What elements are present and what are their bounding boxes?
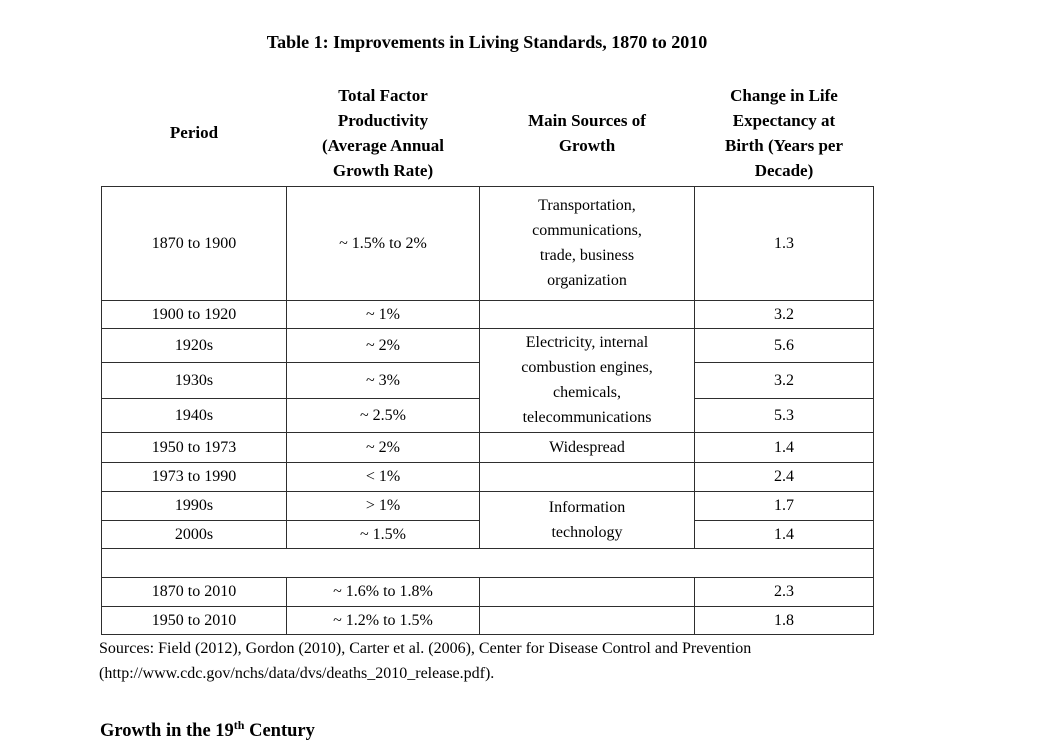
cell-tfp: ~ 2.5% bbox=[286, 397, 480, 433]
cell-spacer bbox=[101, 547, 874, 578]
table-header-row: Period Total Factor Productivity (Averag… bbox=[102, 80, 874, 186]
table-row: 1950 to 2010 ~ 1.2% to 1.5% 1.8 bbox=[101, 605, 874, 635]
cell-main-sources: Widespread bbox=[479, 431, 695, 463]
table-spacer-row bbox=[101, 547, 874, 578]
cell-main-sources-merged: Electricity, internal combustion engines… bbox=[479, 327, 695, 433]
cell-tfp: ~ 1.5% bbox=[286, 519, 480, 549]
cell-period: 1930s bbox=[101, 361, 287, 399]
table-row: 1990s > 1% Information technology 1.7 bbox=[101, 490, 874, 549]
cell-period: 1990s bbox=[101, 490, 287, 521]
cell-period: 1973 to 1990 bbox=[101, 461, 287, 492]
cell-period: 1900 to 1920 bbox=[101, 299, 287, 329]
cell-main-sources bbox=[479, 576, 695, 607]
table-row: 1870 to 2010 ~ 1.6% to 1.8% 2.3 bbox=[101, 576, 874, 607]
section-heading-text: Growth in the 19 bbox=[100, 721, 234, 740]
table-row: 1920s ~ 2% Electricity, internal combust… bbox=[101, 327, 874, 433]
cell-tfp: ~ 1% bbox=[286, 299, 480, 329]
cell-life-expectancy: 1.8 bbox=[694, 605, 874, 635]
column-header-period: Period bbox=[169, 123, 219, 143]
cell-tfp: ~ 2% bbox=[286, 327, 480, 363]
cell-life-expectancy: 1.7 bbox=[694, 490, 874, 521]
living-standards-table: Period Total Factor Productivity (Averag… bbox=[101, 80, 874, 635]
table-row: 1940s ~ 2.5% 5.3 bbox=[101, 397, 874, 433]
cell-main-sources bbox=[479, 299, 695, 329]
cell-life-expectancy: 1.3 bbox=[694, 185, 874, 301]
table-row: 1870 to 1900 ~ 1.5% to 2% Transportation… bbox=[101, 185, 874, 301]
cell-period: 2000s bbox=[101, 519, 287, 549]
table-row: 1973 to 1990 < 1% 2.4 bbox=[101, 461, 874, 492]
cell-tfp: ~ 1.6% to 1.8% bbox=[286, 576, 480, 607]
cell-main-sources bbox=[479, 605, 695, 635]
sources-note: Sources: Field (2012), Gordon (2010), Ca… bbox=[99, 640, 752, 682]
cell-tfp: > 1% bbox=[286, 490, 480, 521]
section-heading-text: Century bbox=[244, 721, 315, 740]
cell-life-expectancy: 5.6 bbox=[694, 327, 874, 363]
cell-main-sources bbox=[479, 461, 695, 492]
cell-tfp: ~ 1.5% to 2% bbox=[286, 185, 480, 301]
cell-period: 1950 to 2010 bbox=[101, 605, 287, 635]
cell-life-expectancy: 3.2 bbox=[694, 299, 874, 329]
table-row: 1900 to 1920 ~ 1% 3.2 bbox=[101, 299, 874, 329]
column-header-life-expectancy: Change in Life Expectancy at Birth (Year… bbox=[724, 85, 844, 180]
cell-life-expectancy: 1.4 bbox=[694, 519, 874, 549]
cell-period: 1950 to 1973 bbox=[101, 431, 287, 463]
cell-tfp: < 1% bbox=[286, 461, 480, 492]
column-header-main-sources: Main Sources of Growth bbox=[528, 110, 646, 155]
cell-life-expectancy: 5.3 bbox=[694, 397, 874, 433]
section-heading-cutoff: Growth in the 19th Century bbox=[100, 717, 315, 740]
cell-tfp: ~ 1.2% to 1.5% bbox=[286, 605, 480, 635]
cell-life-expectancy: 3.2 bbox=[694, 361, 874, 399]
table-row: 1930s ~ 3% 3.2 bbox=[101, 361, 874, 399]
column-header-tfp: Total Factor Productivity (Average Annua… bbox=[322, 85, 444, 180]
table-row: 1950 to 1973 ~ 2% Widespread 1.4 bbox=[101, 431, 874, 463]
cell-life-expectancy: 2.3 bbox=[694, 576, 874, 607]
cell-life-expectancy: 1.4 bbox=[694, 431, 874, 463]
cell-tfp: ~ 3% bbox=[286, 361, 480, 399]
table-row: 2000s ~ 1.5% 1.4 bbox=[101, 519, 874, 549]
cell-period: 1870 to 1900 bbox=[101, 185, 287, 301]
table-title: Table 1: Improvements in Living Standard… bbox=[266, 32, 708, 52]
cell-tfp: ~ 2% bbox=[286, 431, 480, 463]
cell-period: 1940s bbox=[101, 397, 287, 433]
section-heading-superscript: th bbox=[233, 717, 245, 732]
cell-period: 1870 to 2010 bbox=[101, 576, 287, 607]
cell-period: 1920s bbox=[101, 327, 287, 363]
cell-main-sources-merged: Information technology bbox=[479, 490, 695, 549]
cell-life-expectancy: 2.4 bbox=[694, 461, 874, 492]
cell-main-sources: Transportation, communications, trade, b… bbox=[479, 185, 695, 301]
